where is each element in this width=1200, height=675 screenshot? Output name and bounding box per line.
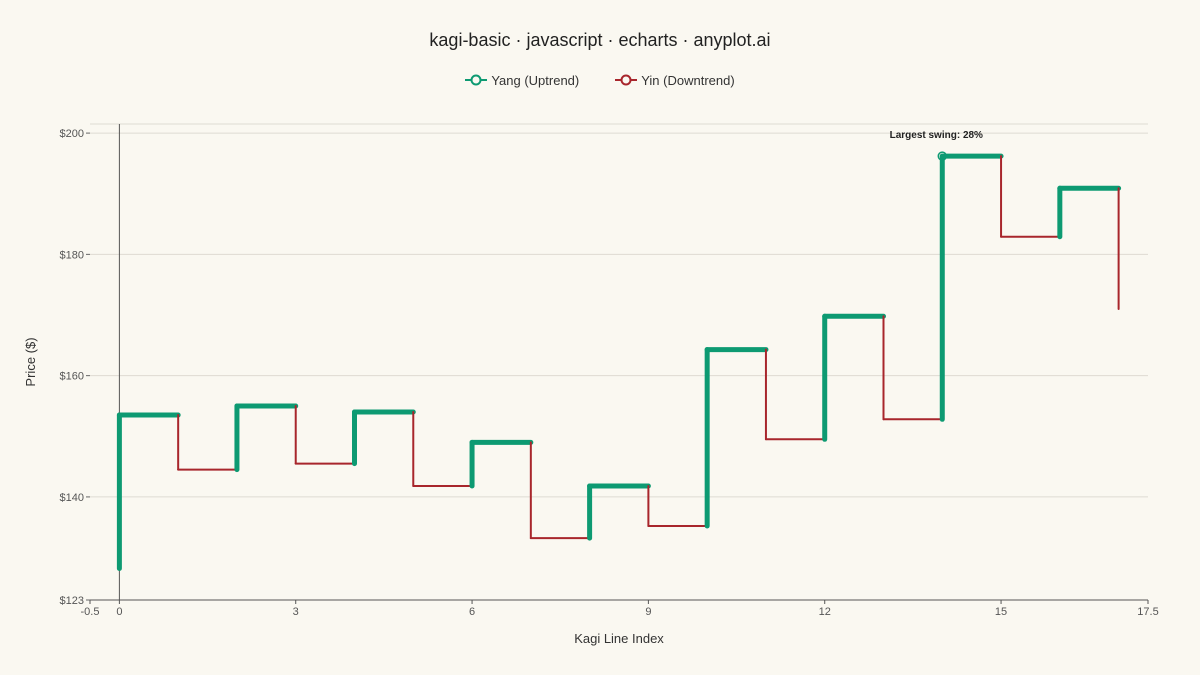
x-tick-label: 9 bbox=[645, 606, 651, 618]
kagi-lines bbox=[116, 153, 1122, 571]
y-tick-label: $160 bbox=[60, 371, 84, 383]
legend-yin-marker-icon bbox=[615, 74, 638, 86]
x-tick-label: 3 bbox=[293, 606, 299, 618]
largest-swing-label: Largest swing: 28% bbox=[890, 130, 983, 141]
annotations: Largest swing: 28% bbox=[890, 130, 983, 161]
legend: Yang (Uptrend) Yin (Downtrend) bbox=[0, 71, 1200, 89]
x-tick-label: 0 bbox=[116, 606, 122, 618]
axes: $123 $140 $160 $180 $200 -0.5 0 3 6 9 12 15 17.5 bbox=[60, 124, 1159, 618]
y-tick-label: $180 bbox=[60, 249, 84, 261]
x-tick-label: 12 bbox=[819, 606, 831, 618]
y-tick-label: $200 bbox=[60, 128, 84, 140]
x-tick-label: 17.5 bbox=[1137, 606, 1158, 618]
legend-item-yin[interactable]: Yin (Downtrend) bbox=[615, 71, 735, 89]
y-tick-label: $123 bbox=[60, 595, 84, 607]
legend-yin-label: Yin (Downtrend) bbox=[641, 72, 735, 88]
chart-title: kagi-basic · javascript · echarts · anyp… bbox=[429, 30, 771, 50]
legend-yang-label: Yang (Uptrend) bbox=[491, 72, 580, 88]
legend-yang-marker-icon bbox=[465, 74, 488, 86]
x-axis-label: Kagi Line Index bbox=[574, 631, 664, 646]
legend-item-yang[interactable]: Yang (Uptrend) bbox=[465, 71, 579, 89]
x-tick-label: -0.5 bbox=[81, 606, 100, 618]
largest-swing-marker bbox=[937, 151, 948, 161]
y-axis-label: Price ($) bbox=[23, 337, 38, 386]
x-tick-label: 15 bbox=[995, 606, 1007, 618]
x-tick-label: 6 bbox=[469, 606, 475, 618]
grid bbox=[90, 123, 1148, 498]
y-tick-label: $140 bbox=[60, 492, 84, 504]
